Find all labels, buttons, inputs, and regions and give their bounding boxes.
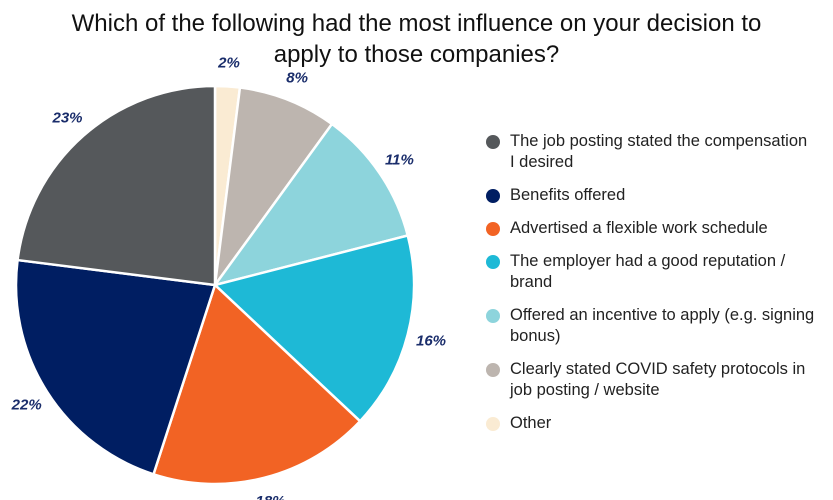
legend-marker-icon bbox=[486, 255, 500, 269]
legend-item-benefits: Benefits offered bbox=[486, 185, 826, 206]
legend-marker-icon bbox=[486, 309, 500, 323]
legend-label-line: I desired bbox=[510, 153, 574, 171]
legend-item-other: Other bbox=[486, 413, 826, 434]
legend-label-line: bonus) bbox=[510, 327, 561, 345]
chart-title: Which of the following had the most infl… bbox=[0, 8, 833, 70]
legend-item-reputation: The employer had a good reputation / bra… bbox=[486, 251, 826, 293]
chart-title-line-1: Which of the following had the most infl… bbox=[71, 10, 762, 37]
legend-item-compensation: The job posting stated the compensation … bbox=[486, 131, 826, 173]
pie-data-label-4: 18% bbox=[255, 493, 285, 500]
legend: The job posting stated the compensation … bbox=[486, 131, 826, 434]
legend-label-line: brand bbox=[510, 273, 553, 291]
pie-slice-6 bbox=[16, 84, 217, 287]
legend-marker-icon bbox=[486, 135, 500, 149]
legend-label-line: Clearly stated COVID safety protocols in bbox=[510, 360, 806, 378]
pie-slice-2 bbox=[213, 122, 409, 287]
legend-item-covid-protocols: Clearly stated COVID safety protocols in… bbox=[486, 359, 826, 401]
pie-data-label-2: 11% bbox=[385, 152, 414, 169]
legend-label-line: Offered an incentive to apply (e.g. sign… bbox=[510, 306, 815, 324]
legend-label-line: job posting / website bbox=[510, 381, 660, 399]
legend-item-flexible-schedule: Advertised a flexible work schedule bbox=[486, 218, 826, 239]
pie-slice-5 bbox=[14, 258, 217, 476]
legend-marker-icon bbox=[486, 417, 500, 431]
pie-slice-3 bbox=[213, 234, 416, 423]
legend-item-incentive: Offered an incentive to apply (e.g. sign… bbox=[486, 305, 826, 347]
pie-data-label-5: 22% bbox=[11, 397, 42, 414]
legend-label-line: Other bbox=[510, 414, 552, 432]
legend-marker-icon bbox=[486, 363, 500, 377]
pie-data-label-1: 8% bbox=[286, 70, 308, 87]
legend-marker-icon bbox=[486, 222, 500, 236]
pie-data-label-6: 23% bbox=[51, 110, 82, 127]
pie-data-label-0: 2% bbox=[217, 54, 240, 71]
chart-title-line-2: apply to those companies? bbox=[273, 41, 560, 68]
legend-label-line: Advertised a flexible work schedule bbox=[510, 219, 768, 237]
legend-marker-icon bbox=[486, 189, 500, 203]
legend-label-line: Benefits offered bbox=[510, 186, 626, 204]
pie-data-label-3: 16% bbox=[416, 333, 446, 350]
legend-label-line: The job posting stated the compensation bbox=[510, 132, 808, 150]
pie-slice-1 bbox=[213, 86, 334, 287]
pie-slice-4 bbox=[152, 283, 362, 486]
legend-label-line: The employer had a good reputation / bbox=[510, 252, 786, 270]
